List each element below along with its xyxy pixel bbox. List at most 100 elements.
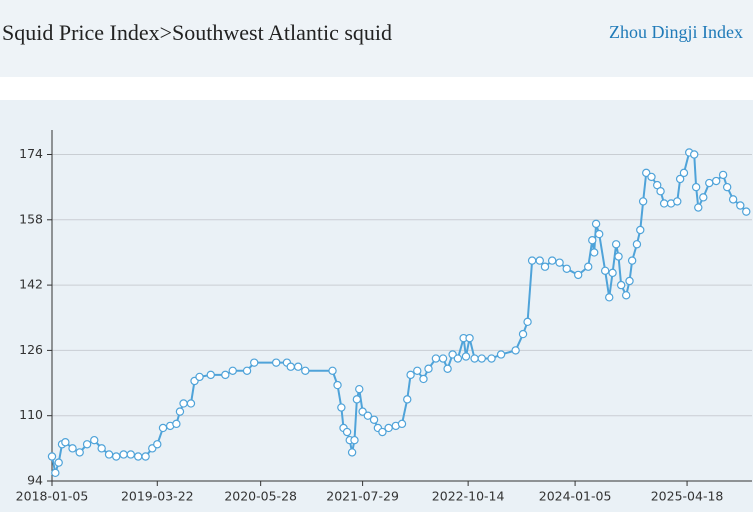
data-point	[691, 182, 701, 192]
data-point	[369, 415, 379, 424]
data-point	[605, 293, 614, 302]
data-point	[487, 354, 496, 363]
data-point	[141, 452, 150, 461]
brand-link[interactable]: Zhou Dingji Index	[609, 22, 743, 42]
x-tick-label: 2022-10-14	[432, 489, 505, 504]
data-point	[293, 362, 303, 371]
data-point	[659, 199, 669, 208]
data-point	[589, 248, 599, 257]
data-point	[591, 219, 601, 229]
data-point	[535, 256, 544, 265]
data-point	[621, 291, 631, 300]
data-point	[301, 366, 310, 376]
data-point	[82, 440, 92, 449]
data-point	[431, 354, 441, 363]
data-point	[153, 440, 162, 449]
data-point	[722, 182, 732, 192]
data-point	[406, 370, 415, 380]
data-point	[573, 270, 583, 280]
data-point	[424, 364, 433, 373]
x-tick-label: 2024-01-05	[539, 489, 612, 504]
data-point	[728, 195, 738, 204]
data-point	[518, 329, 528, 339]
data-point	[736, 201, 745, 210]
data-point	[221, 370, 230, 380]
y-tick-label: 158	[19, 211, 43, 226]
data-point	[403, 395, 412, 404]
data-point	[175, 407, 185, 416]
data-point	[75, 448, 84, 457]
data-point	[711, 176, 721, 186]
data-point	[465, 333, 474, 343]
y-tick-label: 110	[19, 407, 43, 422]
data-point	[333, 380, 342, 390]
data-point	[453, 354, 463, 363]
data-point	[540, 262, 550, 271]
x-tick-label: 2019-03-22	[121, 489, 194, 504]
data-point	[584, 262, 593, 271]
data-point	[54, 458, 63, 467]
data-point	[611, 240, 621, 249]
data-point	[496, 350, 506, 359]
data-point	[179, 399, 188, 408]
data-point	[195, 372, 204, 382]
data-point	[328, 366, 337, 376]
data-point	[51, 468, 60, 478]
y-tick-label: 174	[19, 146, 43, 161]
data-point	[699, 193, 708, 202]
data-point	[206, 370, 215, 380]
data-point	[133, 452, 143, 461]
data-point	[600, 266, 610, 276]
data-point	[158, 423, 168, 433]
data-point	[690, 150, 699, 159]
data-point	[694, 203, 703, 212]
data-point	[616, 280, 626, 290]
data-point	[588, 235, 597, 245]
data-point	[438, 354, 448, 363]
data-point	[271, 358, 281, 367]
data-point	[97, 444, 106, 453]
data-point	[355, 384, 364, 394]
data-point	[47, 452, 57, 461]
data-point	[742, 207, 751, 216]
data-point	[68, 444, 77, 453]
chart-panel	[0, 100, 753, 512]
x-tick-label: 2018-01-05	[16, 489, 89, 504]
x-tick-label: 2021-07-29	[326, 489, 399, 504]
data-point	[347, 448, 357, 457]
data-point	[627, 256, 637, 265]
data-point	[397, 419, 407, 429]
data-point	[608, 268, 617, 278]
data-point	[647, 172, 656, 182]
data-point	[547, 256, 557, 265]
data-point	[337, 403, 346, 412]
data-point	[419, 374, 428, 384]
data-point	[555, 258, 564, 267]
data-point	[470, 354, 479, 363]
data-point	[384, 423, 393, 433]
data-point	[625, 276, 634, 286]
data-point	[673, 197, 682, 206]
y-tick-label: 142	[19, 277, 43, 292]
data-point	[527, 256, 537, 265]
data-point	[250, 358, 259, 367]
data-point	[363, 411, 373, 420]
data-point	[461, 352, 471, 361]
data-point	[595, 229, 604, 239]
data-point	[632, 240, 642, 249]
data-point	[342, 427, 352, 437]
x-tick-label: 2020-05-28	[224, 489, 297, 504]
x-tick-label: 2025-04-18	[651, 489, 724, 504]
data-point	[679, 168, 689, 178]
y-tick-label: 126	[19, 342, 43, 357]
header: Squid Price Index>Southwest Atlantic squ…	[0, 0, 753, 77]
data-point	[718, 170, 728, 180]
data-point	[614, 252, 623, 261]
y-tick-label: 94	[27, 473, 43, 488]
data-point	[186, 399, 196, 408]
data-point	[228, 366, 237, 376]
data-point	[705, 178, 714, 188]
data-point	[350, 435, 359, 445]
data-point	[126, 450, 135, 459]
